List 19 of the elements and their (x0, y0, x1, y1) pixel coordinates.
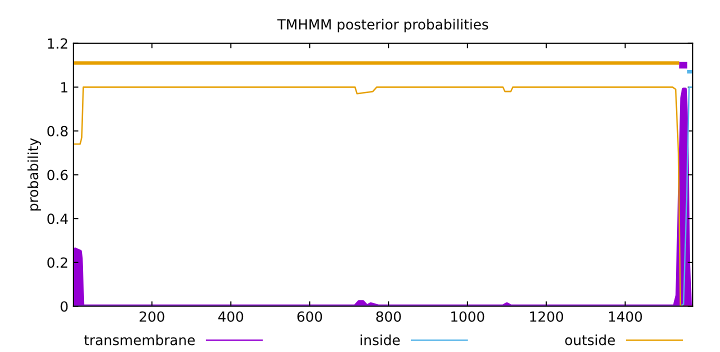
y-tick-label: 1.2 (48, 38, 68, 49)
y-tick-label: 0.4 (47, 214, 68, 224)
legend-label: transmembrane (84, 334, 195, 346)
x-tick-label: 600 (297, 311, 322, 322)
y-tick-label: 0.6 (47, 170, 68, 180)
x-tick-label: 800 (376, 311, 401, 322)
legend-label: outside (565, 334, 615, 346)
y-tick-label: 1 (61, 82, 68, 92)
y-tick-label: 0.2 (47, 257, 68, 268)
x-tick-label: 1200 (530, 311, 564, 322)
y-tick-label: 0 (60, 301, 68, 312)
y-tick-label: 0.8 (47, 126, 68, 136)
x-tick-label: 1000 (451, 311, 484, 322)
legend-label: inside (360, 334, 400, 346)
x-tick-label: 400 (218, 311, 244, 322)
x-tick-label: 200 (140, 311, 164, 322)
y-axis-title: probability (27, 138, 41, 211)
chart-title: TMHMM posterior probabilities (277, 18, 488, 32)
x-tick-label: 1400 (609, 311, 642, 322)
